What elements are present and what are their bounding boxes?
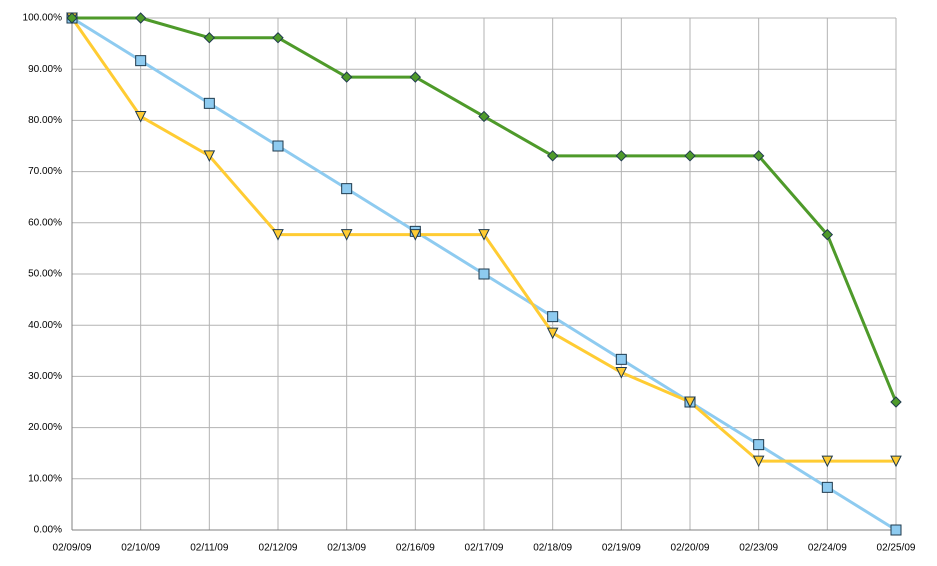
marker: [684, 150, 696, 162]
x-tick-label: 02/11/09: [190, 543, 229, 554]
marker: [546, 150, 559, 162]
marker: [478, 268, 490, 280]
marker: [134, 12, 147, 24]
marker: [821, 481, 833, 493]
marker: [890, 455, 902, 468]
marker: [821, 455, 834, 468]
x-tick-label: 02/16/09: [396, 543, 435, 554]
y-tick-label: 50.00%: [28, 269, 62, 280]
marker: [134, 110, 147, 123]
x-tick-label: 02/20/09: [671, 543, 710, 554]
marker: [409, 71, 422, 83]
marker: [272, 229, 284, 241]
marker: [341, 183, 353, 195]
y-tick-label: 90.00%: [28, 64, 62, 75]
marker: [615, 366, 628, 379]
marker: [135, 55, 147, 67]
y-tick-label: 70.00%: [28, 166, 62, 177]
marker: [66, 12, 78, 24]
x-tick-label: 02/23/09: [739, 543, 778, 554]
marker: [340, 229, 353, 241]
marker: [272, 140, 284, 152]
marker: [615, 150, 628, 162]
x-tick-label: 02/24/09: [808, 543, 847, 554]
marker: [752, 150, 765, 162]
marker: [753, 439, 765, 451]
y-tick-label: 30.00%: [28, 371, 62, 382]
y-tick-label: 10.00%: [28, 473, 62, 484]
marker: [615, 353, 627, 365]
x-tick-label: 02/10/09: [121, 543, 160, 554]
marker: [340, 71, 353, 83]
y-tick-label: 20.00%: [28, 422, 62, 433]
marker: [478, 229, 490, 241]
x-tick-label: 02/09/09: [53, 543, 92, 554]
marker: [821, 228, 834, 241]
marker: [478, 110, 490, 123]
marker: [546, 327, 559, 340]
marker: [409, 229, 422, 241]
y-tick-label: 40.00%: [28, 320, 62, 331]
x-tick-label: 02/25/09: [877, 543, 916, 554]
marker: [684, 396, 696, 409]
marker: [752, 455, 765, 468]
x-tick-label: 02/18/09: [533, 543, 572, 554]
marker: [272, 32, 284, 44]
marker: [203, 150, 216, 162]
x-tick-label: 02/17/09: [465, 543, 504, 554]
x-tick-label: 02/13/09: [327, 543, 366, 554]
y-tick-label: 0.00%: [34, 525, 62, 536]
y-tick-label: 100.00%: [23, 13, 63, 24]
marker: [547, 311, 559, 323]
y-tick-label: 80.00%: [28, 115, 62, 126]
y-tick-label: 60.00%: [28, 217, 62, 228]
marker: [203, 97, 215, 109]
marker: [890, 396, 902, 408]
marker: [890, 524, 902, 536]
x-tick-label: 02/19/09: [602, 543, 641, 554]
x-tick-label: 02/12/09: [259, 543, 298, 554]
marker: [203, 32, 216, 44]
